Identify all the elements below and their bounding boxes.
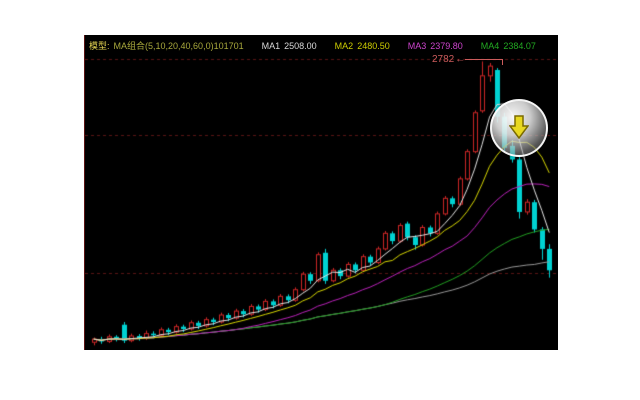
down-arrow-icon	[509, 115, 529, 139]
kline-chart-panel: 模型: MA组合(5,10,20,40,60,0)101701 MA1 2508.00…	[84, 35, 558, 350]
ma4-label: MA4	[480, 41, 500, 51]
annotation-tick	[502, 59, 504, 65]
candlestick-canvas[interactable]	[85, 35, 558, 350]
ma2-label: MA2	[334, 41, 354, 51]
ma1-value: 2508.00	[284, 41, 317, 51]
model-label: 模型:	[89, 41, 110, 51]
left-arrow-icon: ←	[455, 53, 466, 65]
ma1-label: MA1	[261, 41, 281, 51]
annotation-line	[465, 59, 503, 60]
ma4-value: 2384.07	[503, 41, 536, 51]
ma3-label: MA3	[407, 41, 427, 51]
ma3-value: 2379.80	[430, 41, 463, 51]
peak-price-annotation: 2782 ←	[432, 53, 504, 65]
ma2-value: 2480.50	[357, 41, 390, 51]
peak-price-label: 2782	[432, 53, 455, 65]
watermark-circle	[490, 99, 548, 157]
model-formula: MA组合(5,10,20,40,60,0)101701	[113, 41, 244, 51]
indicator-header: 模型: MA组合(5,10,20,40,60,0)101701 MA1 2508.00…	[89, 41, 555, 51]
